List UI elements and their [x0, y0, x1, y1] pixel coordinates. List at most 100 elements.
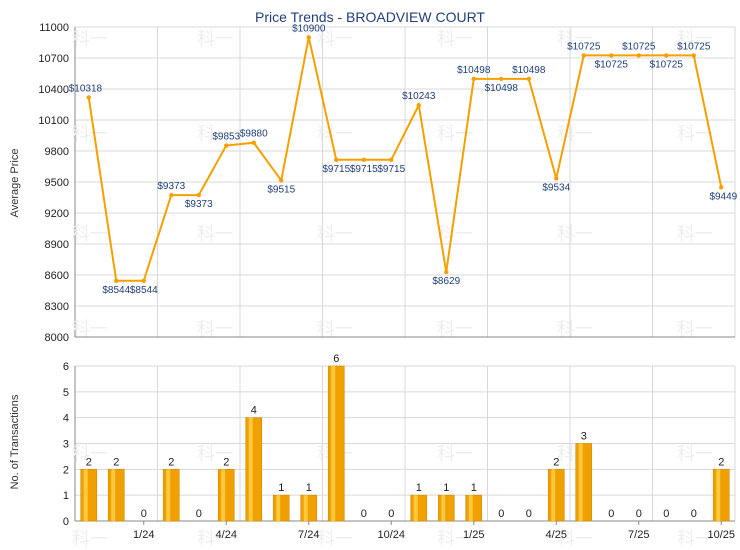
price-point — [141, 278, 146, 283]
tx-tick-label: 3 — [63, 439, 69, 451]
price-value-label: $10725 — [622, 41, 656, 52]
tx-tick-label: 0 — [63, 516, 69, 528]
watermark: 科一 — [437, 319, 473, 339]
price-tick-label: 8000 — [45, 332, 69, 344]
watermark: 科一 — [437, 529, 473, 549]
price-value-label: $8544 — [102, 285, 130, 296]
transaction-bar-highlight — [276, 495, 281, 521]
transaction-count-label: 2 — [223, 456, 229, 468]
price-value-label: $9534 — [542, 182, 570, 193]
price-plot: 11000 10700 10400 10100 9800 9500 9200 8900 8600… — [38, 22, 737, 344]
watermark: 科一 — [437, 224, 473, 244]
transaction-bar — [410, 494, 428, 522]
price-point — [471, 76, 476, 82]
x-tick-label: 7/24 — [298, 529, 319, 541]
transaction-bar-highlight — [331, 366, 336, 521]
transaction-count-label: 6 — [333, 353, 339, 365]
price-value-label: $9853 — [212, 132, 240, 143]
price-value-label: $10318 — [69, 83, 103, 94]
price-value-label: $10725 — [595, 59, 629, 70]
price-value-label: $9515 — [267, 184, 295, 195]
price-point — [664, 53, 669, 58]
watermark: 科一 — [557, 319, 593, 339]
watermark: 科一 — [437, 29, 473, 49]
price-point — [196, 192, 201, 198]
price-value-label: $10725 — [567, 41, 601, 52]
transaction-count-label: 1 — [416, 482, 422, 494]
transaction-bar-highlight — [578, 443, 583, 521]
x-tick-label: 7/25 — [628, 529, 649, 541]
transaction-bar-highlight — [716, 469, 721, 521]
price-point — [444, 269, 449, 275]
tx-tick-label: 1 — [63, 490, 69, 502]
tx-tick-label: 2 — [63, 464, 69, 476]
transaction-count-label: 2 — [168, 456, 174, 468]
watermark: 科一 — [437, 124, 473, 144]
chart-title: Price Trends - BROADVIEW COURT — [255, 9, 485, 25]
price-tick-label: 9800 — [45, 146, 69, 158]
price-value-label: $8544 — [130, 285, 158, 296]
tx-tick-label: 5 — [63, 387, 69, 399]
transaction-bar — [465, 494, 483, 522]
watermark: 科一 — [197, 319, 233, 339]
price-axis-label: Average Price — [9, 149, 21, 218]
transaction-count-label: 2 — [718, 456, 724, 468]
transaction-bar-highlight — [303, 495, 308, 521]
price-tick-label: 10400 — [38, 84, 69, 96]
transaction-bar-highlight — [441, 495, 446, 521]
transaction-bar — [547, 469, 565, 522]
price-point — [719, 185, 724, 190]
price-value-label: $9715 — [350, 164, 378, 175]
transaction-bar-highlight — [248, 417, 253, 521]
transaction-bar — [300, 494, 318, 522]
price-point — [609, 53, 614, 58]
price-value-label: $10498 — [485, 83, 519, 94]
transaction-count-label: 1 — [443, 482, 449, 494]
price-tick-label: 10700 — [38, 53, 69, 65]
watermark: 科一 — [72, 29, 108, 49]
price-point — [389, 157, 394, 162]
price-value-label: $10725 — [677, 41, 711, 52]
watermark: 科一 — [557, 29, 593, 49]
transaction-bar — [245, 417, 263, 522]
transaction-count-label: 1 — [471, 482, 477, 494]
transaction-count-label: 0 — [691, 508, 697, 520]
watermark: 科一 — [557, 529, 593, 549]
transaction-count-label: 1 — [278, 482, 284, 494]
transaction-count-label: 0 — [388, 508, 394, 520]
watermark: 科一 — [72, 444, 108, 464]
watermark: 科一 — [677, 319, 713, 339]
watermark: 科一 — [557, 124, 593, 144]
price-value-label: $9715 — [322, 164, 350, 175]
price-point — [361, 157, 366, 162]
price-value-label: $9880 — [240, 129, 268, 140]
transaction-bar-highlight — [551, 469, 556, 521]
transaction-bar-highlight — [111, 469, 116, 521]
price-point — [86, 95, 91, 100]
watermark: 科一 — [677, 124, 713, 144]
transaction-bar — [217, 469, 235, 522]
price-point — [554, 176, 559, 181]
price-point — [114, 278, 119, 283]
price-point — [499, 76, 504, 82]
x-tick-label: 1/24 — [133, 529, 154, 541]
x-tick-label: 4/24 — [216, 529, 237, 541]
watermark: 科一 — [197, 124, 233, 144]
transaction-count-label: 0 — [636, 508, 642, 520]
watermark: 科一 — [677, 529, 713, 549]
transaction-count-label: 0 — [361, 508, 367, 520]
watermark: 科一 — [437, 444, 473, 464]
transaction-count-label: 2 — [553, 456, 559, 468]
transaction-bar-highlight — [221, 469, 226, 521]
watermark: 科一 — [72, 319, 108, 339]
price-value-label: $9373 — [157, 181, 185, 192]
price-tick-label: 9200 — [45, 208, 69, 220]
price-point — [416, 103, 421, 108]
price-value-label: $8629 — [432, 276, 460, 287]
price-point — [251, 140, 256, 145]
price-line — [87, 37, 723, 282]
x-tick-label: 1/25 — [463, 529, 484, 541]
watermark: 科一 — [557, 224, 593, 244]
